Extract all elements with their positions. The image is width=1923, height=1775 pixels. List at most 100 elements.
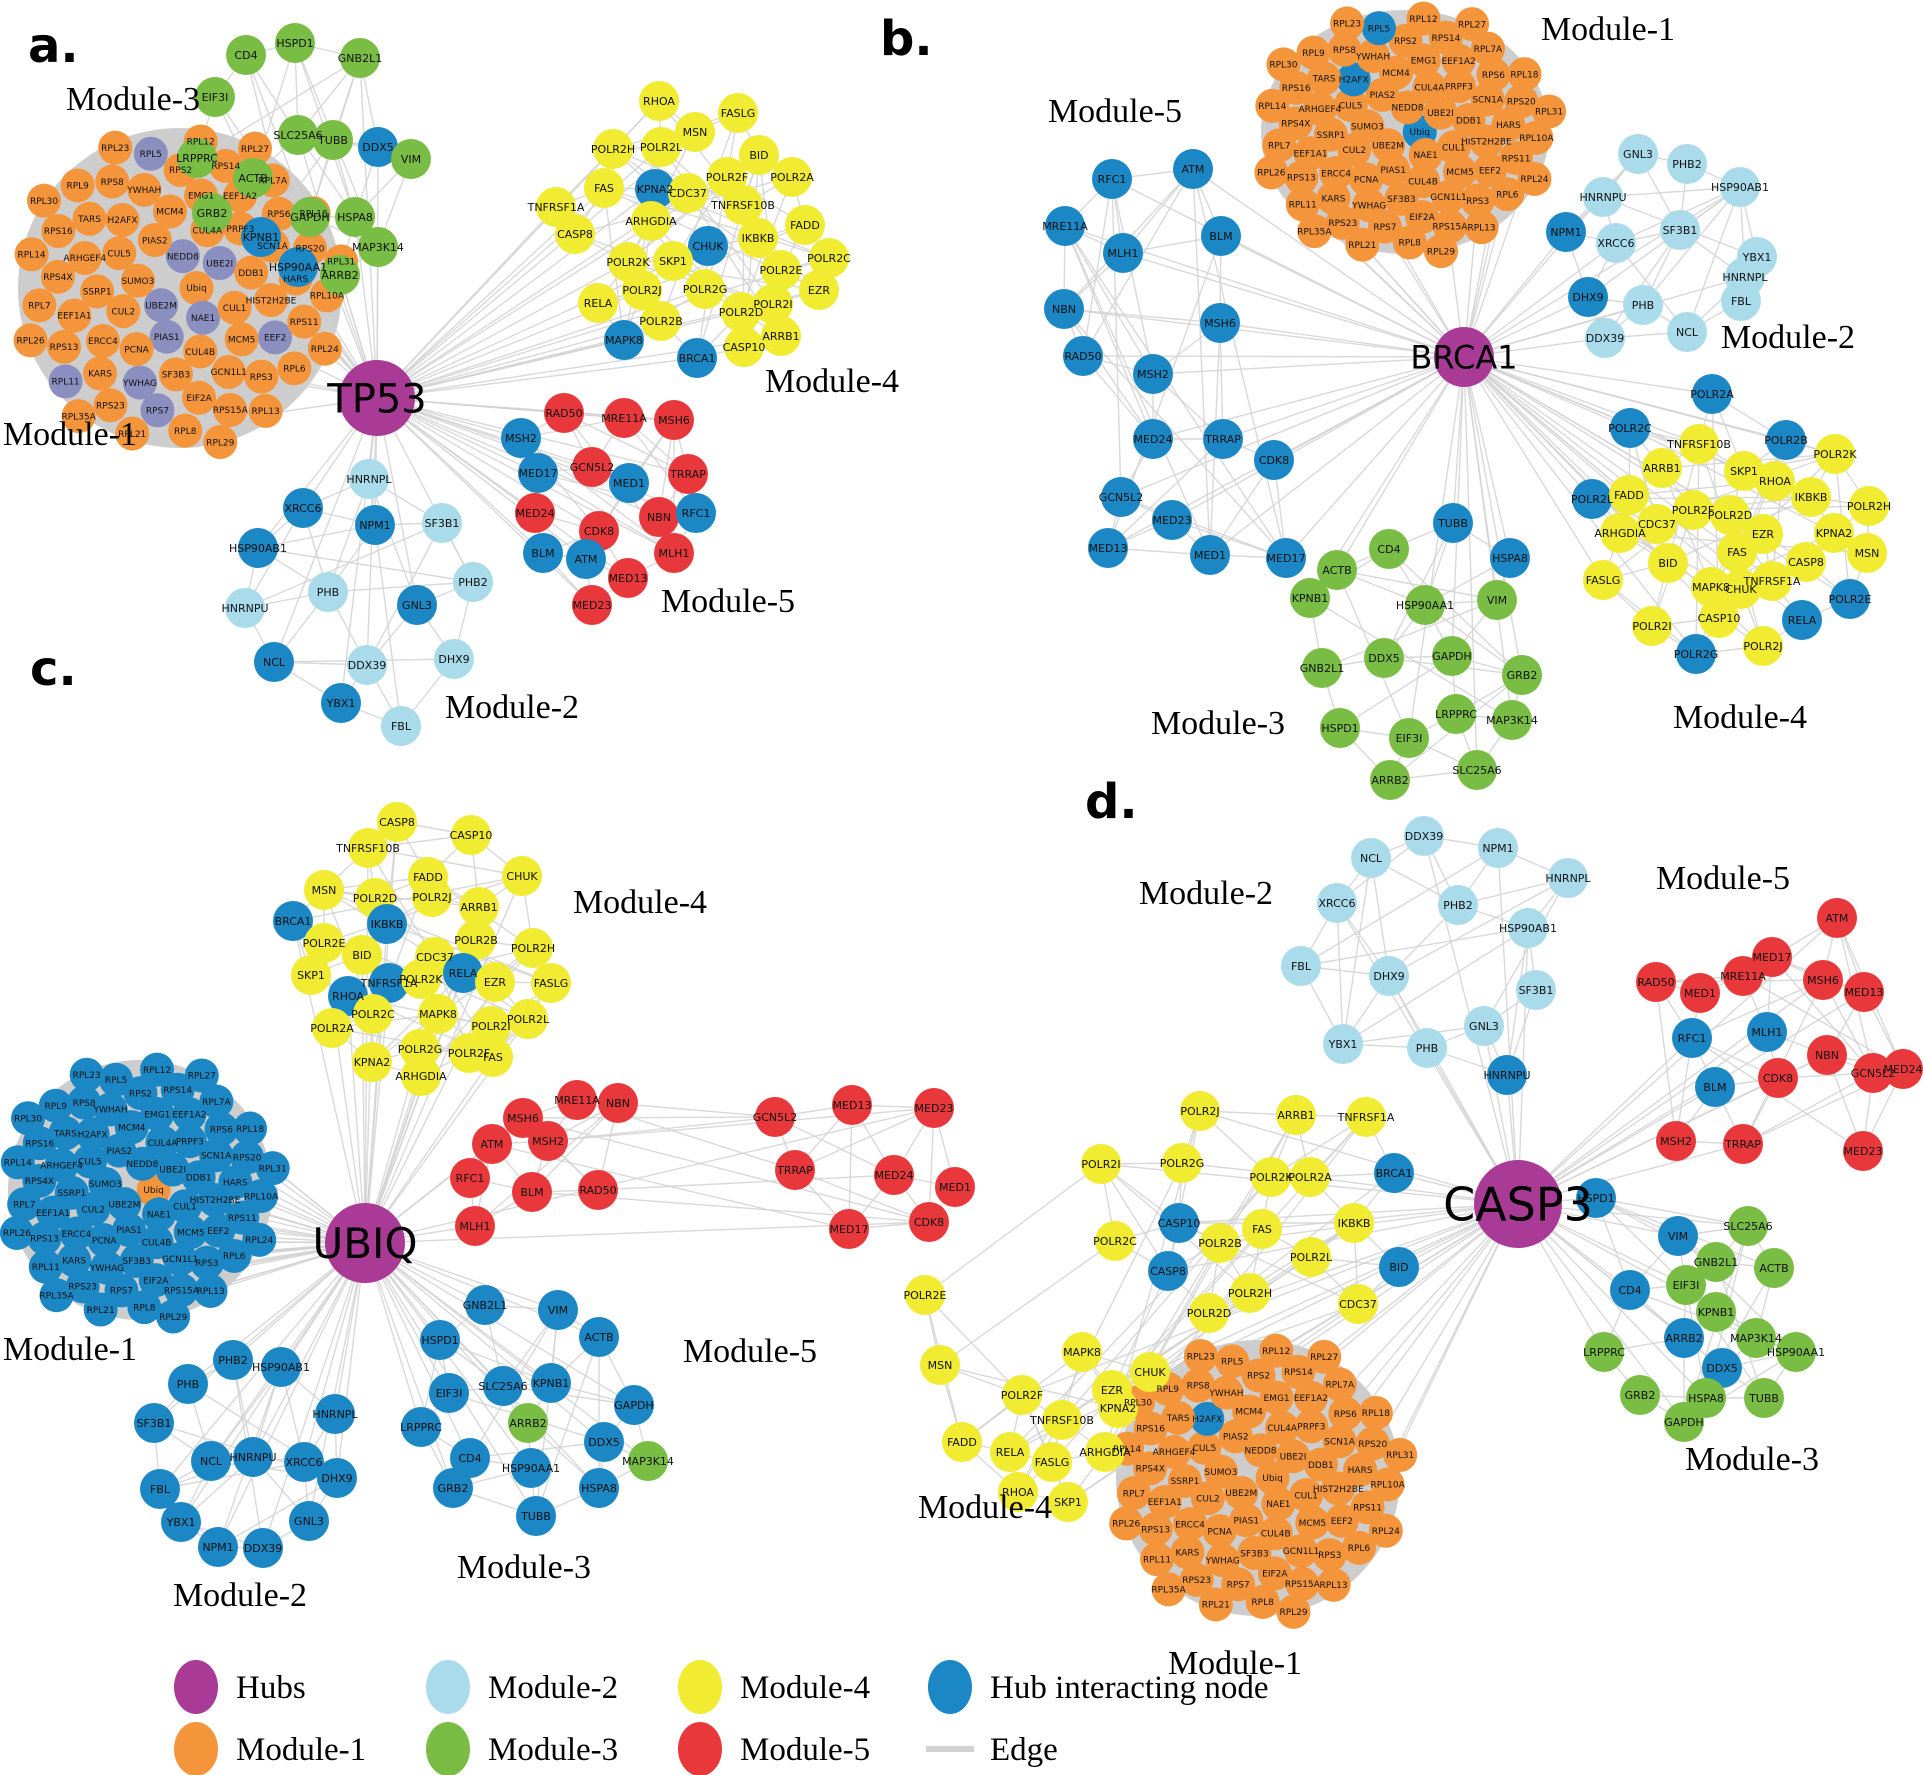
node-EIF2A[interactable]: [138, 1263, 173, 1298]
node-MED24[interactable]: [1883, 1049, 1923, 1089]
node-PHB[interactable]: [1623, 285, 1663, 325]
node-SKP1[interactable]: [653, 241, 693, 281]
node-ARRB1[interactable]: [459, 887, 499, 927]
node-SF3B1[interactable]: [1660, 210, 1700, 250]
node-NPM1[interactable]: [1478, 828, 1518, 868]
node-GNL3[interactable]: [1464, 1006, 1504, 1046]
node-Ubiq[interactable]: [179, 271, 214, 305]
node-RPL35A[interactable]: [61, 399, 96, 434]
node-BRCA1[interactable]: [677, 338, 717, 378]
node-EZR[interactable]: [475, 962, 515, 1002]
node-RPL9[interactable]: [38, 1088, 73, 1123]
node-RPS23[interactable]: [93, 388, 128, 423]
node-RPL8[interactable]: [1245, 1584, 1280, 1619]
node-CHUK[interactable]: [502, 856, 542, 896]
node-TUBB[interactable]: [313, 120, 353, 160]
node-PIAS1[interactable]: [1229, 1503, 1264, 1538]
node-POLR2L[interactable]: [1572, 479, 1612, 519]
node-NBN[interactable]: [1807, 1035, 1847, 1075]
node-POLR2C[interactable]: [1610, 408, 1650, 448]
node-RFC1[interactable]: [1092, 159, 1132, 199]
node-TUBB[interactable]: [1744, 1378, 1784, 1418]
node-CD4[interactable]: [450, 1438, 490, 1478]
node-RPS8[interactable]: [1181, 1368, 1216, 1403]
node-RPS11[interactable]: [1350, 1490, 1385, 1525]
node-RPL23[interactable]: [1183, 1339, 1218, 1374]
node-YWHAH[interactable]: [127, 172, 162, 207]
node-YBX1[interactable]: [161, 1502, 201, 1542]
node-RPS20[interactable]: [1355, 1426, 1390, 1461]
node-HARS[interactable]: [1343, 1452, 1378, 1487]
node-CD4[interactable]: [1369, 529, 1409, 569]
node-MAP3K14[interactable]: [628, 1441, 668, 1481]
node-TRRAP[interactable]: [1723, 1124, 1763, 1164]
node-MLH1[interactable]: [1103, 233, 1143, 273]
node-XRCC6[interactable]: [284, 1442, 324, 1482]
node-FASLG[interactable]: [718, 93, 758, 133]
node-RPL26[interactable]: [1254, 155, 1289, 190]
node-MSH2[interactable]: [501, 418, 541, 458]
node-KPNA2[interactable]: [1098, 1388, 1138, 1428]
node-CDC37[interactable]: [1338, 1284, 1378, 1324]
node-GCN5L2[interactable]: [755, 1097, 795, 1137]
node-MED17[interactable]: [829, 1209, 869, 1249]
node-HSP90AA1[interactable]: [278, 247, 318, 287]
node-RPS4X[interactable]: [40, 259, 75, 294]
node-VIM[interactable]: [538, 1290, 578, 1330]
node-RPS3[interactable]: [1312, 1537, 1347, 1572]
node-YWHAH[interactable]: [1209, 1375, 1244, 1410]
node-BLM[interactable]: [1695, 1067, 1735, 1107]
node-RPL14[interactable]: [0, 1145, 35, 1180]
node-CASP8[interactable]: [555, 214, 595, 254]
node-MED23[interactable]: [572, 585, 612, 625]
node-MSN[interactable]: [304, 870, 344, 910]
node-NPM1[interactable]: [1546, 212, 1586, 252]
node-ATM[interactable]: [472, 1124, 512, 1164]
node-UBE2M[interactable]: [1224, 1475, 1259, 1510]
node-PHB2[interactable]: [213, 1340, 253, 1380]
node-H2AFX[interactable]: [1190, 1401, 1225, 1436]
node-POLR2F[interactable]: [1002, 1375, 1042, 1415]
node-CASP10[interactable]: [1159, 1203, 1199, 1243]
node-POLR2A[interactable]: [772, 157, 812, 197]
node-FADD[interactable]: [942, 1422, 982, 1462]
node-RPS11[interactable]: [287, 304, 322, 339]
node-SLC25A6[interactable]: [278, 115, 318, 155]
node-EIF2A[interactable]: [1405, 199, 1440, 234]
node-CHUK[interactable]: [1721, 569, 1761, 609]
node-RPL11[interactable]: [48, 364, 83, 399]
node-UBE2M[interactable]: [144, 288, 179, 323]
node-PRPF3[interactable]: [172, 1124, 207, 1159]
node-ACTB[interactable]: [1754, 1248, 1794, 1288]
node-MLH1[interactable]: [1747, 1012, 1787, 1052]
node-NCL[interactable]: [191, 1441, 231, 1481]
node-EIF3I[interactable]: [195, 77, 235, 117]
node-MAPK8[interactable]: [418, 994, 458, 1034]
node-POLR2G[interactable]: [685, 269, 725, 309]
node-NPM1[interactable]: [355, 505, 395, 545]
node-RPL31[interactable]: [1532, 94, 1567, 129]
node-CASP10[interactable]: [724, 327, 764, 367]
node-IKBKB[interactable]: [1791, 477, 1831, 517]
node-RPS15A[interactable]: [164, 1273, 199, 1308]
node-RPL21[interactable]: [115, 416, 150, 451]
node-MSH6[interactable]: [654, 400, 694, 440]
node-MED13[interactable]: [832, 1085, 872, 1125]
node-HNRNPU[interactable]: [233, 1437, 273, 1477]
node-H2AFX[interactable]: [1336, 62, 1371, 97]
node-POLR2D[interactable]: [721, 292, 761, 332]
node-BLM[interactable]: [523, 533, 563, 573]
node-CASP8[interactable]: [377, 802, 417, 842]
node-MED23[interactable]: [1843, 1131, 1883, 1171]
node-MED13[interactable]: [1844, 972, 1884, 1012]
node-BRCA1[interactable]: [1374, 1153, 1414, 1193]
node-RPS7[interactable]: [1221, 1567, 1256, 1602]
node-POLR2H[interactable]: [1849, 486, 1889, 526]
node-RPS20[interactable]: [230, 1140, 265, 1175]
node-RPL11[interactable]: [28, 1249, 63, 1284]
node-RPS3[interactable]: [1460, 183, 1495, 218]
node-DDX39[interactable]: [347, 645, 387, 685]
node-MED1[interactable]: [609, 463, 649, 503]
node-IKBKB[interactable]: [367, 904, 407, 944]
node-PHB[interactable]: [1407, 1028, 1447, 1068]
